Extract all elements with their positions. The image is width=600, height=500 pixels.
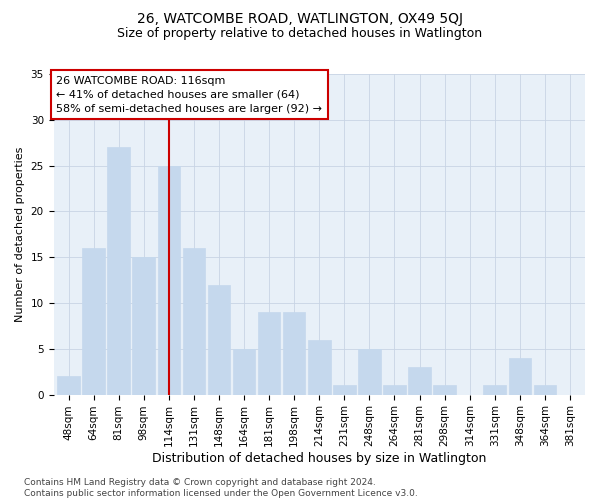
Bar xyxy=(283,312,305,394)
Text: 26 WATCOMBE ROAD: 116sqm
← 41% of detached houses are smaller (64)
58% of semi-d: 26 WATCOMBE ROAD: 116sqm ← 41% of detach… xyxy=(56,76,322,114)
Bar xyxy=(383,386,406,394)
Bar xyxy=(408,367,431,394)
X-axis label: Distribution of detached houses by size in Watlington: Distribution of detached houses by size … xyxy=(152,452,487,465)
Bar xyxy=(107,148,130,394)
Bar xyxy=(333,386,356,394)
Text: Contains HM Land Registry data © Crown copyright and database right 2024.
Contai: Contains HM Land Registry data © Crown c… xyxy=(24,478,418,498)
Bar xyxy=(358,349,380,395)
Bar xyxy=(233,349,256,395)
Y-axis label: Number of detached properties: Number of detached properties xyxy=(15,146,25,322)
Bar xyxy=(133,257,155,394)
Bar xyxy=(433,386,456,394)
Bar xyxy=(57,376,80,394)
Text: 26, WATCOMBE ROAD, WATLINGTON, OX49 5QJ: 26, WATCOMBE ROAD, WATLINGTON, OX49 5QJ xyxy=(137,12,463,26)
Text: Size of property relative to detached houses in Watlington: Size of property relative to detached ho… xyxy=(118,28,482,40)
Bar xyxy=(509,358,531,395)
Bar xyxy=(182,248,205,394)
Bar xyxy=(308,340,331,394)
Bar xyxy=(158,166,180,394)
Bar xyxy=(484,386,506,394)
Bar xyxy=(533,386,556,394)
Bar xyxy=(208,284,230,395)
Bar xyxy=(82,248,105,394)
Bar xyxy=(258,312,280,394)
